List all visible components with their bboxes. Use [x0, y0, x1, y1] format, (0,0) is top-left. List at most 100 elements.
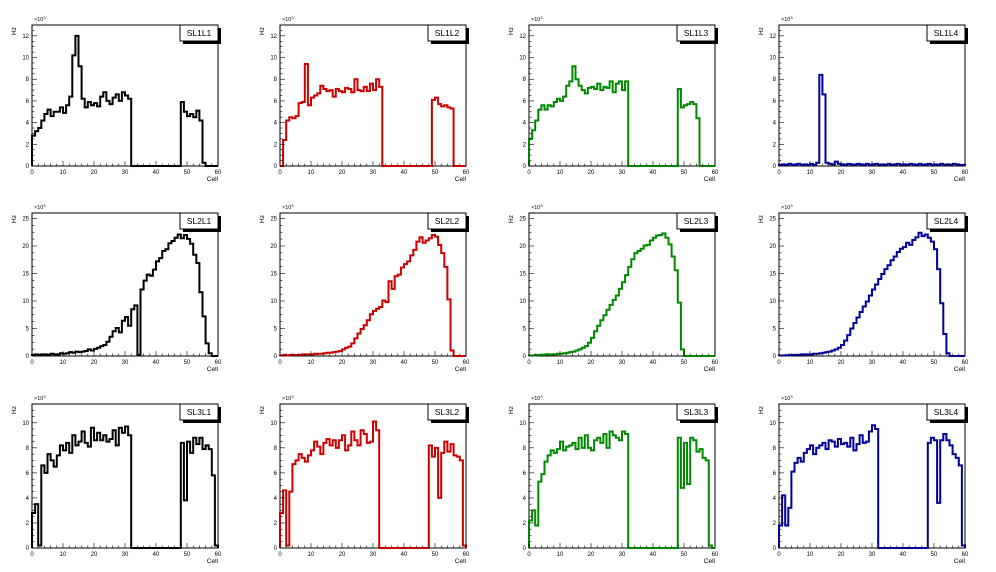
x-tick-label: 30 [122, 552, 129, 558]
histogram-panel-sl2l3: 0 10 20 30 40 50 60 0 5 10 15 20 25 ×103 Hz Cell SL2L3 [508, 203, 719, 373]
x-tick-label: 20 [91, 170, 98, 176]
y-axis-label: Hz [259, 215, 266, 223]
x-tick-label: 0 [278, 552, 282, 558]
x-tick-label: 60 [712, 360, 719, 366]
x-tick-label: 60 [962, 360, 969, 366]
y-tick-label: 5 [26, 327, 30, 333]
x-tick-label: 30 [619, 552, 626, 558]
x-tick-label: 40 [401, 552, 408, 558]
histogram-series [778, 424, 966, 549]
histogram-series [528, 65, 715, 167]
x-tick-label: 30 [370, 552, 377, 558]
panel-title: SL3L2 [435, 407, 460, 417]
x-axis-label: Cell [954, 176, 966, 183]
x-tick-label: 20 [588, 360, 595, 366]
x-tick-label: 50 [681, 552, 688, 558]
x-tick-label: 20 [838, 360, 845, 366]
panel-title: SL2L2 [435, 216, 460, 226]
histogram-panel-sl3l1: 0 10 20 30 40 50 60 0 2 4 6 8 10 ×103 Hz Cell SL3L1 [11, 394, 222, 565]
x-tick-label: 10 [807, 552, 814, 558]
y-tick-label: 10 [22, 421, 29, 427]
y-tick-label: 5 [523, 327, 527, 333]
histogram-series [778, 231, 965, 357]
y-tick-label: 6 [26, 99, 30, 105]
y-exponent-label: ×103 [781, 15, 793, 23]
y-axis-label: Hz [758, 27, 765, 35]
y-tick-label: 0 [26, 354, 30, 360]
panel-title: SL2L3 [684, 216, 709, 226]
x-tick-label: 50 [931, 170, 938, 176]
y-tick-label: 10 [769, 56, 776, 62]
x-tick-label: 60 [215, 360, 222, 366]
y-tick-label: 10 [270, 56, 277, 62]
x-tick-label: 50 [184, 170, 191, 176]
x-tick-label: 30 [869, 360, 876, 366]
y-tick-label: 15 [769, 272, 776, 278]
x-tick-label: 0 [777, 360, 781, 366]
y-tick-label: 4 [523, 121, 527, 127]
histogram-series [778, 73, 966, 166]
y-tick-label: 6 [773, 99, 777, 105]
plot-frame [31, 212, 219, 357]
x-tick-label: 0 [527, 552, 531, 558]
x-tick-label: 30 [869, 170, 876, 176]
y-tick-label: 8 [523, 446, 527, 452]
y-tick-label: 25 [769, 217, 776, 223]
x-tick-label: 40 [153, 552, 160, 558]
y-tick-label: 12 [769, 34, 776, 40]
y-tick-label: 8 [274, 446, 278, 452]
x-tick-label: 0 [278, 360, 282, 366]
histogram-panel-sl3l3: 0 10 20 30 40 50 60 0 2 4 6 8 10 ×103 Hz Cell SL3L3 [508, 394, 719, 565]
x-tick-label: 60 [962, 552, 969, 558]
x-tick-label: 30 [122, 170, 129, 176]
x-axis-label: Cell [455, 176, 467, 183]
y-tick-label: 4 [274, 496, 278, 502]
histogram-series [31, 425, 219, 549]
x-tick-label: 10 [557, 552, 564, 558]
y-tick-label: 0 [773, 164, 777, 170]
y-tick-label: 8 [773, 446, 777, 452]
y-tick-label: 2 [274, 142, 278, 148]
x-tick-label: 50 [184, 360, 191, 366]
x-tick-label: 10 [557, 360, 564, 366]
y-tick-label: 0 [523, 546, 527, 552]
y-tick-label: 0 [523, 164, 527, 170]
y-tick-label: 4 [523, 496, 527, 502]
y-tick-label: 10 [519, 56, 526, 62]
y-exponent-label: ×103 [34, 394, 46, 402]
y-exponent-label: ×103 [531, 394, 543, 402]
y-tick-label: 4 [274, 121, 278, 127]
x-tick-label: 60 [215, 552, 222, 558]
histogram-series [528, 430, 715, 549]
x-tick-label: 20 [91, 360, 98, 366]
histogram-panel-sl2l4: 0 10 20 30 40 50 60 0 5 10 15 20 25 ×103 Hz Cell SL2L4 [758, 203, 969, 373]
histogram-panel-sl2l2: 0 10 20 30 40 50 60 0 5 10 15 20 25 ×103 Hz Cell SL2L2 [259, 203, 470, 373]
x-tick-label: 10 [60, 552, 67, 558]
y-tick-label: 2 [523, 521, 527, 527]
x-axis-label: Cell [207, 558, 219, 565]
y-tick-label: 4 [773, 496, 777, 502]
x-tick-label: 50 [681, 360, 688, 366]
y-tick-label: 4 [26, 496, 30, 502]
x-tick-label: 20 [588, 552, 595, 558]
panel-title: SL3L4 [934, 407, 959, 417]
panel-title: SL1L4 [934, 28, 959, 38]
y-exponent-label: ×103 [282, 394, 294, 402]
x-tick-label: 30 [619, 170, 626, 176]
y-tick-label: 0 [274, 164, 278, 170]
y-tick-label: 2 [773, 521, 777, 527]
x-tick-label: 30 [619, 360, 626, 366]
x-tick-label: 50 [931, 360, 938, 366]
y-exponent-label: ×103 [531, 15, 543, 23]
histogram-panel-sl1l1: 0 10 20 30 40 50 60 0 2 4 6 8 10 12 ×103 Hz Cell SL1L1 [11, 15, 222, 183]
y-tick-label: 6 [274, 471, 278, 477]
y-axis-label: Hz [758, 406, 765, 414]
x-tick-label: 40 [650, 360, 657, 366]
histogram-panel-sl1l3: 0 10 20 30 40 50 60 0 2 4 6 8 10 12 ×103 Hz Cell SL1L3 [508, 15, 719, 183]
x-tick-label: 40 [401, 170, 408, 176]
y-axis-label: Hz [11, 406, 18, 414]
x-tick-label: 50 [931, 552, 938, 558]
panel-title: SL1L3 [684, 28, 709, 38]
plot-frame [279, 212, 467, 357]
